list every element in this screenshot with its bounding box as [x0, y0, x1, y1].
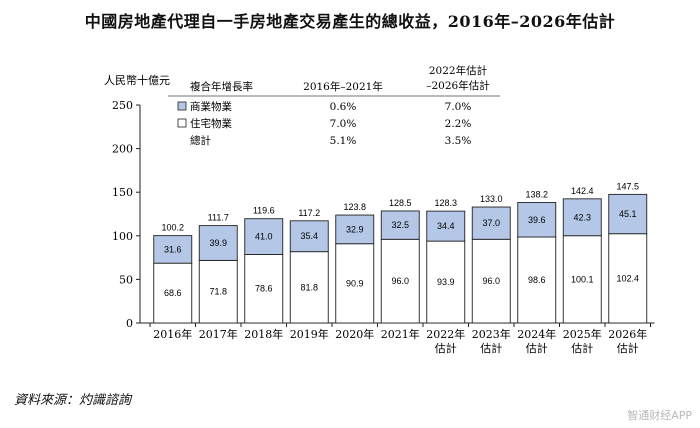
data-label-commercial: 45.1 — [619, 209, 637, 219]
legend-row-cagr2: 3.5% — [445, 135, 472, 147]
bar-commercial — [471, 206, 511, 240]
data-label-total: 111.7 — [208, 213, 229, 223]
x-tick-label: 2021年 — [381, 327, 420, 341]
legend-row-cagr1: 0.6% — [330, 101, 357, 113]
source-note: 資料來源：灼識諮詢 — [14, 393, 132, 408]
y-tick-label: 0 — [126, 317, 133, 330]
x-tick-label: 估計 — [617, 341, 639, 355]
bar-residential — [198, 259, 238, 324]
data-label-commercial: 32.9 — [346, 224, 364, 234]
x-tick-label: 2023年 — [472, 327, 511, 341]
bar-commercial — [153, 235, 193, 264]
data-label-total: 138.2 — [525, 189, 548, 199]
bar-residential — [562, 235, 602, 324]
data-label-residential: 93.9 — [437, 277, 455, 287]
x-tick-labels: 2016年 2017年 2018年 2019年 2020年 2021年 2022年估計202… — [153, 327, 647, 355]
data-label-total: 128.5 — [389, 198, 412, 208]
x-tick-label: 2025年 — [563, 327, 602, 341]
legend-row-label: 總計 — [190, 134, 211, 147]
commercial-swatch-icon — [177, 101, 187, 111]
data-label-residential: 68.6 — [164, 288, 182, 298]
bar-residential — [471, 238, 511, 324]
data-label-total: 100.2 — [161, 223, 184, 233]
y-tick-label: 100 — [112, 230, 133, 243]
data-label-commercial: 37.0 — [482, 218, 500, 228]
legend-row-cagr2: 7.0% — [445, 101, 472, 113]
data-label-commercial: 31.6 — [164, 244, 182, 254]
data-label-residential: 102.4 — [616, 273, 639, 283]
residential-swatch-icon — [177, 118, 187, 128]
data-label-residential: 98.6 — [528, 275, 546, 285]
y-ticks: 0 50 100 150 200 250 — [112, 99, 140, 330]
data-label-commercial: 41.0 — [255, 232, 273, 242]
bar-commercial — [380, 210, 420, 240]
data-label-commercial: 39.9 — [209, 238, 227, 248]
x-tick-label: 2016年 — [153, 327, 192, 341]
x-tick-label: 估計 — [526, 341, 548, 355]
bar-commercial — [335, 214, 375, 245]
y-tick-label: 200 — [112, 143, 133, 156]
bar-residential — [380, 238, 420, 324]
bar-residential — [153, 262, 193, 324]
legend-header-period2-line2: –2026年估計 — [426, 79, 490, 92]
legend-row-cagr1: 5.1% — [330, 135, 357, 147]
legend-row-label: 住宅物業 — [190, 117, 232, 130]
data-label-total: 133.0 — [480, 194, 503, 204]
legend-header-period2-line1: 2022年估計 — [429, 64, 488, 77]
data-label-residential: 71.8 — [209, 287, 227, 297]
data-label-total: 117.2 — [298, 208, 320, 218]
bar-commercial — [198, 225, 238, 261]
bar-commercial — [608, 193, 648, 235]
data-label-total: 128.3 — [434, 198, 457, 208]
x-tick-label: 2024年 — [517, 327, 556, 341]
x-tick-label: 估計 — [571, 341, 593, 355]
data-label-commercial: 39.6 — [528, 215, 546, 225]
watermark-text: 智通财经APP — [627, 409, 692, 422]
data-label-residential: 78.6 — [255, 284, 273, 294]
legend-row-cagr1: 7.0% — [330, 118, 357, 130]
y-tick-label: 250 — [112, 99, 133, 112]
data-label-total: 123.8 — [343, 202, 366, 212]
y-tick-label: 150 — [112, 186, 133, 199]
data-label-commercial: 35.4 — [300, 231, 318, 241]
x-tick-label: 2018年 — [244, 327, 283, 341]
data-label-total: 147.5 — [616, 181, 639, 191]
bar-commercial — [289, 220, 329, 253]
bar-commercial — [562, 198, 602, 237]
bar-residential — [608, 233, 648, 324]
data-label-commercial: 42.3 — [573, 212, 591, 222]
data-label-total: 142.4 — [571, 186, 594, 196]
x-tick-label: 2020年 — [335, 327, 374, 341]
x-tick-label: 2017年 — [199, 327, 238, 341]
data-label-residential: 100.1 — [571, 274, 594, 284]
bar-residential — [289, 251, 329, 324]
bar-residential — [244, 254, 284, 324]
legend-row-cagr2: 2.2% — [445, 118, 472, 130]
bar-commercial — [517, 202, 557, 238]
data-label-residential: 96.0 — [391, 276, 409, 286]
bar-residential — [426, 240, 466, 324]
bar-commercial — [244, 218, 284, 255]
data-label-commercial: 32.5 — [391, 220, 409, 230]
y-axis-label: 人民幣十億元 — [104, 73, 170, 87]
x-tick-label: 估計 — [480, 341, 502, 355]
chart-title: 中國房地產代理自一手房地產交易產生的總收益，2016年–2026年估計 — [84, 12, 616, 31]
x-tick-label: 2026年 — [608, 327, 647, 341]
legend-header-growth: 複合年增長率 — [190, 80, 253, 93]
data-label-residential: 90.9 — [346, 278, 364, 288]
data-label-total: 119.6 — [253, 206, 275, 216]
x-tick-label: 估計 — [435, 341, 457, 355]
x-tick-label: 2022年 — [426, 327, 465, 341]
data-label-commercial: 34.4 — [437, 221, 455, 231]
x-tick-label: 2019年 — [290, 327, 329, 341]
y-tick-label: 50 — [119, 273, 133, 286]
data-label-residential: 81.8 — [300, 282, 318, 292]
legend-row-label: 商業物業 — [190, 100, 232, 113]
data-label-residential: 96.0 — [482, 276, 500, 286]
bars: 68.6 31.6 100.2 71.8 39.9 111.7 78.6 41.0 119.6 8… — [153, 181, 648, 324]
legend: 複合年增長率 2016年–2021年 2022年估計 –2026年估計 商業物業… — [168, 64, 500, 147]
bar-commercial — [426, 210, 466, 242]
legend-header-period1: 2016年–2021年 — [303, 80, 383, 93]
